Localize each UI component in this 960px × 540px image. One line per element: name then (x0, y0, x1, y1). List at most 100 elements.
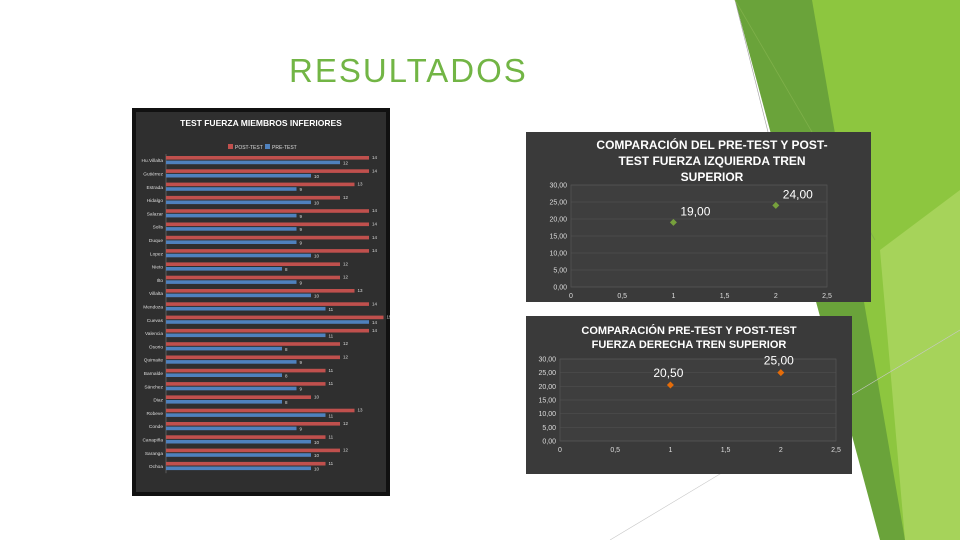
category-label: Lopez (150, 251, 164, 257)
y-tick-label: 15,00 (549, 234, 567, 241)
bar-value-label: 12 (343, 341, 349, 346)
bar-value-label: 11 (329, 434, 334, 439)
bar-value-label: 9 (300, 240, 303, 245)
bar-pre-test (166, 173, 311, 178)
bar-chart-lower-limbs: TEST FUERZA MIEMBROS INFERIORES POST-TEST… (132, 108, 390, 496)
bar-value-label: 11 (329, 368, 334, 373)
y-tick-label: 5,00 (553, 268, 567, 275)
bar-value-label: 9 (300, 280, 303, 285)
y-tick-label: 0,00 (553, 285, 567, 292)
data-point-marker (666, 381, 674, 389)
x-tick-label: 1,5 (721, 447, 731, 454)
category-label: Valencia (145, 331, 163, 337)
bar-value-label: 13 (358, 408, 364, 413)
x-tick-label: 0,5 (617, 293, 627, 300)
data-point-marker (777, 369, 785, 377)
bar-post-test (166, 368, 326, 373)
bar-pre-test (166, 160, 340, 165)
bar-pre-test (166, 200, 311, 205)
x-tick-label: 0 (569, 293, 573, 300)
bar-value-label: 14 (372, 208, 378, 213)
bar-value-label: 9 (300, 427, 303, 432)
category-label: Villalta (149, 291, 163, 297)
bar-post-test (166, 156, 369, 160)
bar-value-label: 9 (300, 227, 303, 232)
x-tick-label: 0 (558, 447, 562, 454)
bar-pre-test (166, 240, 297, 244)
category-label: Ilto (157, 278, 164, 284)
chart-title: COMPARACIÓN DEL PRE-TEST Y POST- (596, 137, 827, 152)
category-label: Estrada (146, 185, 163, 191)
bar-post-test (166, 262, 340, 266)
bar-value-label: 10 (314, 254, 320, 259)
bar-post-test (166, 195, 340, 200)
chart-title: SUPERIOR (681, 170, 744, 184)
bar-pre-test (166, 373, 282, 377)
bar-value-label: 14 (372, 235, 378, 240)
bar-value-label: 10 (314, 294, 320, 299)
bar-pre-test (166, 346, 282, 351)
y-tick-label: 30,00 (538, 357, 556, 364)
bar-post-test (166, 448, 340, 453)
legend-label-pre: PRE-TEST (272, 145, 297, 151)
category-label: Sánchez (144, 384, 163, 390)
bar-post-test (166, 275, 340, 280)
bar-post-test (166, 461, 326, 466)
bar-value-label: 12 (343, 161, 349, 166)
bar-pre-test (166, 187, 297, 191)
category-label: Saranga (145, 451, 163, 457)
bar-value-label: 14 (372, 248, 378, 253)
bar-value-label: 12 (343, 275, 349, 280)
chart-title: TEST FUERZA MIEMBROS INFERIORES (180, 118, 342, 128)
bar-post-test (166, 249, 369, 253)
bar-post-test (166, 328, 369, 333)
x-tick-label: 2,5 (831, 447, 841, 454)
data-point-marker (772, 201, 780, 209)
bar-value-label: 8 (285, 347, 288, 352)
bar-pre-test (166, 400, 282, 404)
category-label: Ochoa (149, 464, 163, 470)
bar-post-test (166, 408, 355, 413)
bar-value-label: 13 (358, 182, 364, 187)
bar-value-label: 9 (300, 187, 303, 192)
chart-title: FUERZA DERECHA TREN SUPERIOR (592, 339, 787, 351)
data-point-marker (669, 218, 677, 226)
legend-label-post: POST-TEST (235, 145, 263, 151)
x-tick-label: 2,5 (822, 293, 832, 300)
category-label: Duque (149, 238, 163, 244)
bar-pre-test (166, 293, 311, 298)
bar-pre-test (166, 333, 326, 338)
bar-pre-test (166, 306, 326, 311)
x-tick-label: 1 (668, 447, 672, 454)
bar-value-label: 9 (300, 387, 303, 392)
bar-post-test (166, 182, 355, 187)
bar-post-test (166, 315, 384, 320)
y-tick-label: 0,00 (542, 439, 556, 446)
scatter-chart-left-strength: COMPARACIÓN DEL PRE-TEST Y POST- TEST FUE… (526, 132, 871, 302)
bar-pre-test (166, 227, 297, 231)
y-tick-label: 5,00 (542, 425, 556, 432)
category-label: Osorio (149, 344, 163, 350)
legend-swatch-pre (265, 144, 270, 149)
bar-pre-test (166, 320, 369, 324)
bar-pre-test (166, 426, 297, 431)
bar-post-test (166, 169, 369, 173)
bar-pre-test (166, 253, 311, 258)
category-label: Robeve (146, 411, 163, 417)
bar-value-label: 12 (343, 448, 349, 453)
category-label: Gutiérrez (143, 172, 163, 178)
legend-swatch-post (228, 144, 233, 149)
y-tick-label: 30,00 (549, 183, 567, 190)
y-tick-label: 25,00 (549, 200, 567, 207)
bar-value-label: 10 (314, 394, 320, 399)
bar-value-label: 14 (372, 155, 378, 160)
bar-value-label: 15 (387, 315, 391, 320)
x-tick-label: 0,5 (610, 447, 620, 454)
x-tick-label: 1 (671, 293, 675, 300)
bar-value-label: 11 (329, 307, 334, 312)
bar-value-label: 11 (329, 334, 334, 339)
bar-value-label: 10 (314, 440, 320, 445)
category-label: Salazar (147, 211, 164, 217)
bar-value-label: 8 (285, 373, 288, 378)
y-tick-label: 25,00 (538, 370, 556, 377)
